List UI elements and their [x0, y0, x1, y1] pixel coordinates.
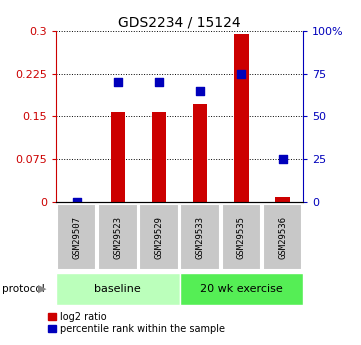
Text: GSM29523: GSM29523: [113, 216, 122, 259]
Legend: log2 ratio, percentile rank within the sample: log2 ratio, percentile rank within the s…: [48, 312, 225, 334]
Text: ▶: ▶: [38, 284, 47, 294]
Bar: [152, 112, 166, 202]
Point: [197, 88, 203, 93]
Point: [239, 71, 244, 77]
Text: baseline: baseline: [94, 284, 141, 294]
Bar: [275, 197, 290, 202]
FancyBboxPatch shape: [222, 204, 261, 270]
Bar: [110, 112, 125, 202]
FancyBboxPatch shape: [180, 204, 220, 270]
FancyBboxPatch shape: [56, 273, 180, 305]
Text: GSM29536: GSM29536: [278, 216, 287, 259]
Point: [115, 80, 121, 85]
FancyBboxPatch shape: [57, 204, 96, 270]
FancyBboxPatch shape: [98, 204, 138, 270]
FancyBboxPatch shape: [263, 204, 303, 270]
Bar: [234, 34, 249, 202]
Text: 20 wk exercise: 20 wk exercise: [200, 284, 283, 294]
Text: GSM29535: GSM29535: [237, 216, 246, 259]
FancyBboxPatch shape: [139, 204, 179, 270]
Text: GSM29533: GSM29533: [196, 216, 205, 259]
Point: [156, 80, 162, 85]
Point: [74, 199, 79, 205]
Point: [280, 156, 286, 162]
Text: GSM29529: GSM29529: [155, 216, 164, 259]
Title: GDS2234 / 15124: GDS2234 / 15124: [118, 16, 241, 30]
FancyBboxPatch shape: [180, 273, 303, 305]
Text: protocol: protocol: [2, 284, 44, 294]
Bar: [193, 104, 208, 202]
Text: GSM29507: GSM29507: [72, 216, 81, 259]
